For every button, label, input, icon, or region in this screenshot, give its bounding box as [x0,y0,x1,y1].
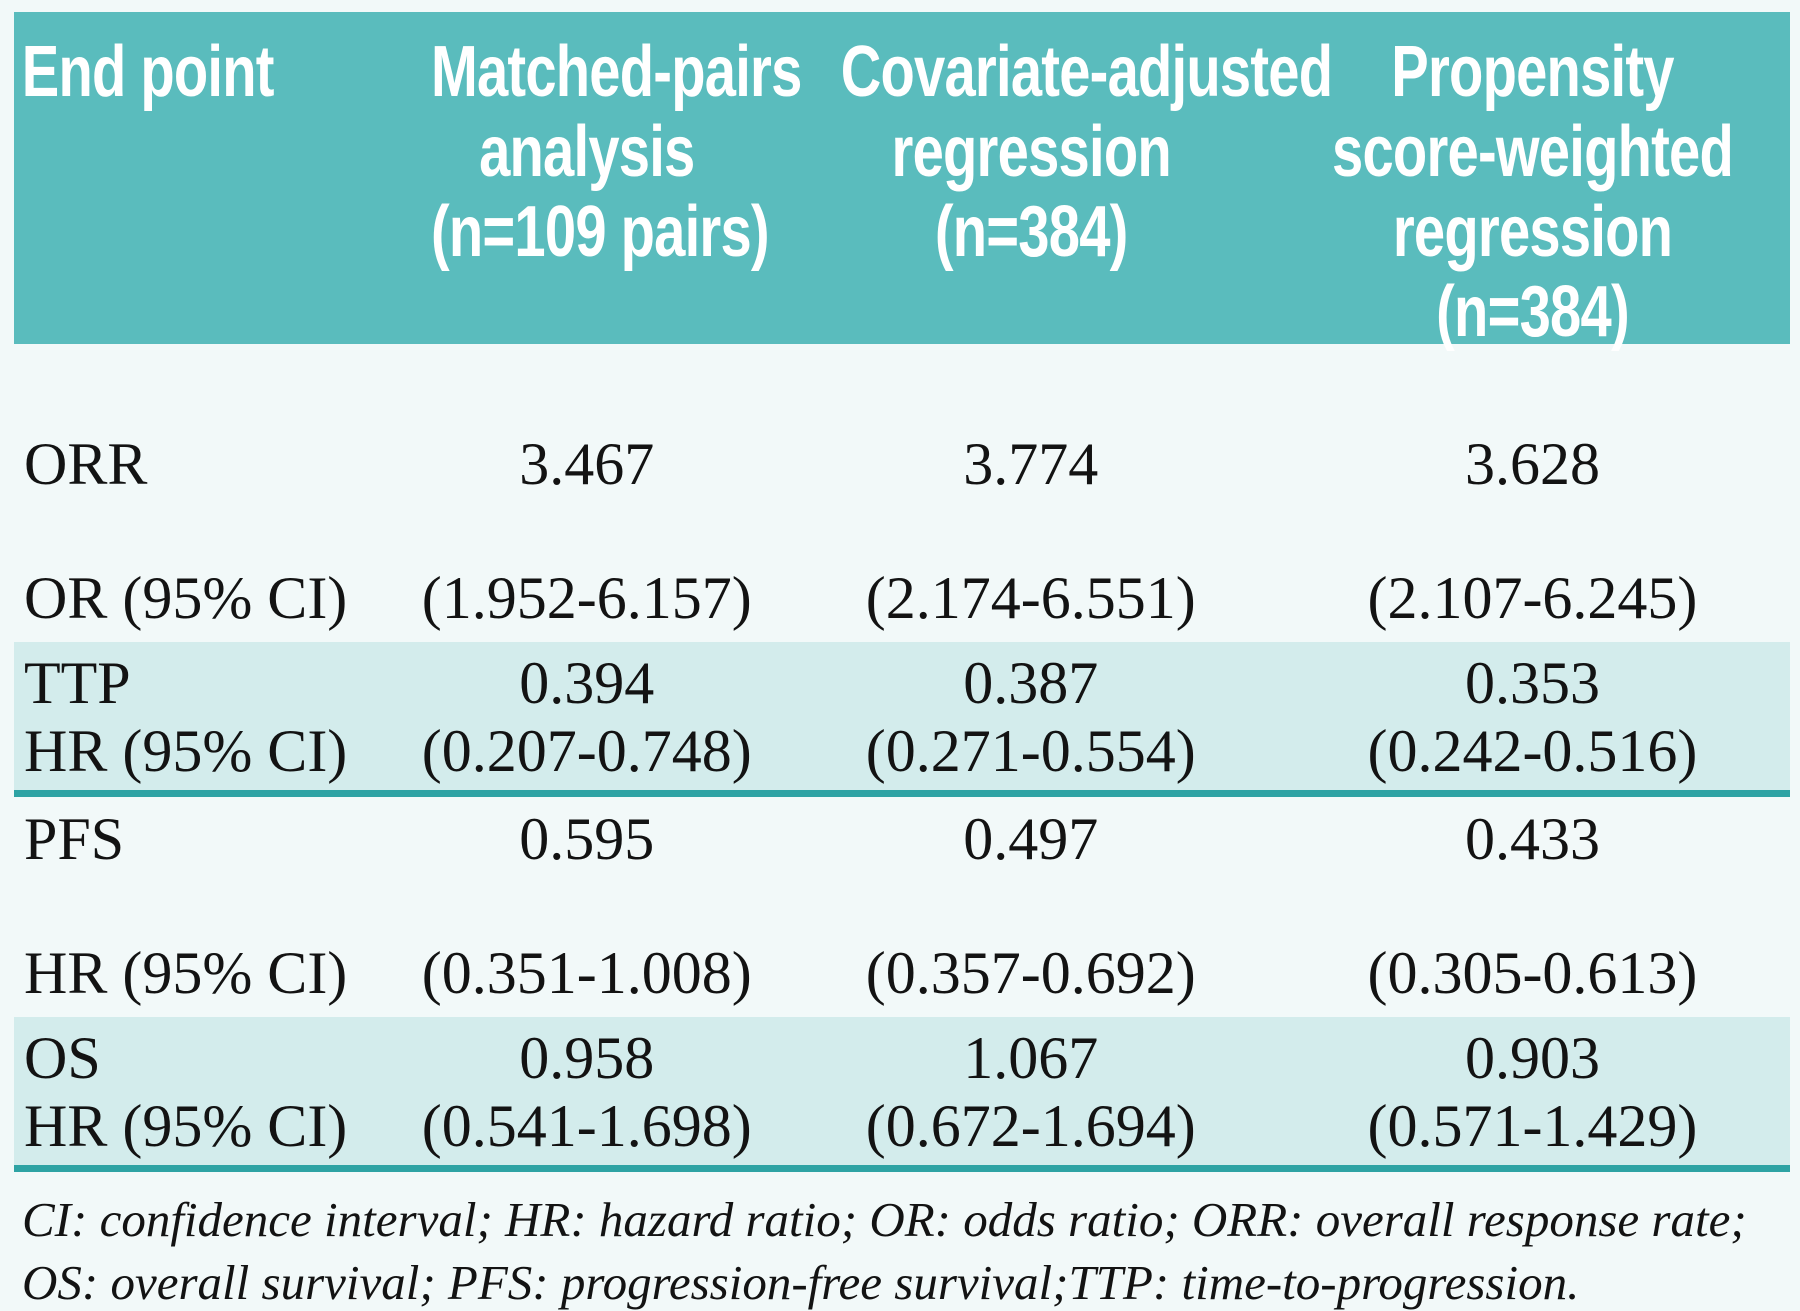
header-line: score-weighted [1331,112,1734,192]
ci-value: (0.672-1.694) [865,1093,1196,1159]
value-cell: 0.903 (0.571-1.429) [1275,1024,1790,1160]
estimate-value: 0.595 [519,806,655,872]
header-line: analysis [479,112,695,192]
estimate-value: 0.497 [963,806,1099,872]
header-line: (n=384) [934,192,1128,272]
estimate-value: 3.467 [519,431,655,497]
value-cell: 3.467 (1.952-6.157) [387,430,787,632]
ci-value: (2.174-6.551) [865,565,1196,631]
ci-value: (0.357-0.692) [865,940,1196,1006]
value-cell: 3.774 (2.174-6.551) [787,430,1275,632]
ci-value: (0.271-0.554) [865,718,1196,784]
ci-value: (0.351-1.008) [421,940,752,1006]
endpoint-cell: OS HR (95% CI) [14,1024,387,1160]
value-cell: 0.958 (0.541-1.698) [387,1024,787,1160]
header-cell-matched-pairs: Matched-pairs analysis (n=109 pairs) [387,32,802,352]
value-cell: 0.387 (0.271-0.554) [787,649,1275,785]
value-cell: 3.628 (2.107-6.245) [1275,430,1790,632]
header-line: regression [1392,192,1673,272]
ci-value: (0.207-0.748) [421,718,752,784]
endpoint-label: ORR [24,431,148,497]
estimate-value: 0.433 [1464,806,1600,872]
estimate-value: 0.353 [1464,650,1600,716]
table-row-ttp: TTP HR (95% CI) 0.394 (0.207-0.748) 0.38… [14,642,1790,797]
ci-value: (0.305-0.613) [1367,940,1698,1006]
header-cell-covariate-adjusted: Covariate-adjusted regression (n=384) [787,32,1332,352]
endpoint-cell: TTP HR (95% CI) [14,649,387,785]
ci-value: (0.242-0.516) [1367,718,1698,784]
value-cell: 0.497 (0.357-0.692) [787,805,1275,1007]
header-line: (n=384) [1436,272,1630,352]
measure-label: OR (95% CI) [24,565,348,631]
measure-label: HR (95% CI) [24,718,348,784]
table-row-orr: ORR OR (95% CI) 3.467 (1.952-6.157) 3.77… [14,422,1790,642]
endpoint-cell: ORR OR (95% CI) [14,430,387,632]
header-line: End point [21,32,275,112]
ci-value: (1.952-6.157) [421,565,752,631]
header-body-spacer [14,344,1790,422]
table-header: End point Matched-pairs analysis (n=109 … [14,12,1790,352]
value-cell: 0.394 (0.207-0.748) [387,649,787,785]
header-line: (n=109 pairs) [430,192,770,272]
ci-value: (0.541-1.698) [421,1093,752,1159]
header-line: Propensity [1391,32,1674,112]
ci-value: (2.107-6.245) [1367,565,1698,631]
endpoint-label: PFS [24,806,125,872]
measure-label: HR (95% CI) [24,1093,348,1159]
abbreviations-footnote: CI: confidence interval; HR: hazard rati… [22,1192,1747,1310]
endpoint-cell: PFS HR (95% CI) [14,805,387,1007]
value-cell: 0.595 (0.351-1.008) [387,805,787,1007]
value-cell: 1.067 (0.672-1.694) [787,1024,1275,1160]
measure-label: HR (95% CI) [24,940,348,1006]
endpoint-label: TTP [24,650,131,716]
endpoint-label: OS [24,1025,101,1091]
header-line: regression [891,112,1171,192]
table-row-pfs: PFS HR (95% CI) 0.595 (0.351-1.008) 0.49… [14,797,1790,1017]
estimate-value: 0.387 [963,650,1099,716]
header-cell-endpoint: End point [14,32,387,352]
header-cell-propensity: Propensity score-weighted regression (n=… [1275,32,1790,352]
table-row-os: OS HR (95% CI) 0.958 (0.541-1.698) 1.067… [14,1017,1790,1172]
estimate-value: 0.903 [1464,1025,1600,1091]
estimate-value: 0.958 [519,1025,655,1091]
value-cell: 0.353 (0.242-0.516) [1275,649,1790,785]
value-cell: 0.433 (0.305-0.613) [1275,805,1790,1007]
estimate-value: 3.628 [1464,431,1600,497]
ci-value: (0.571-1.429) [1367,1093,1698,1159]
estimate-value: 0.394 [519,650,655,716]
estimate-value: 1.067 [963,1025,1099,1091]
header-line: Matched-pairs [430,32,802,112]
estimate-value: 3.774 [963,431,1099,497]
header-line: Covariate-adjusted [840,32,1332,112]
